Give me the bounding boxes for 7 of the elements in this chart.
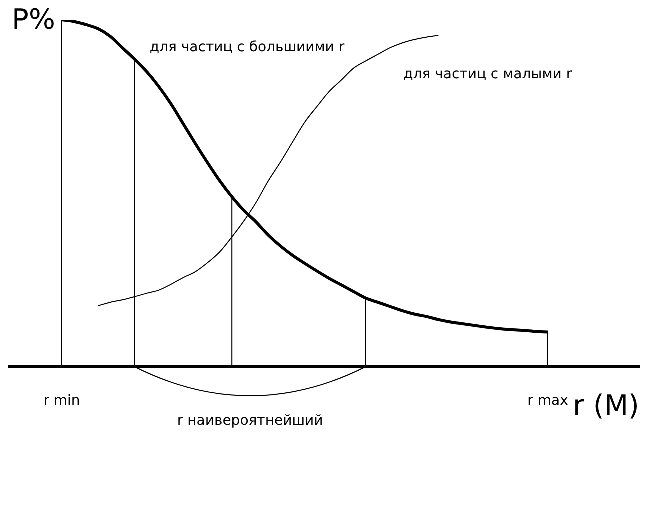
y-axis-title: P%: [12, 3, 56, 36]
series-label: для частиц с малыми r: [404, 66, 572, 83]
text: r наивероятнейший: [177, 413, 324, 429]
x-axis-title: r (M): [573, 389, 640, 422]
x-tick-label: r max: [528, 393, 568, 409]
x-tick-label: r min: [44, 393, 80, 409]
series-label: для частиц с большиими r: [150, 40, 345, 56]
